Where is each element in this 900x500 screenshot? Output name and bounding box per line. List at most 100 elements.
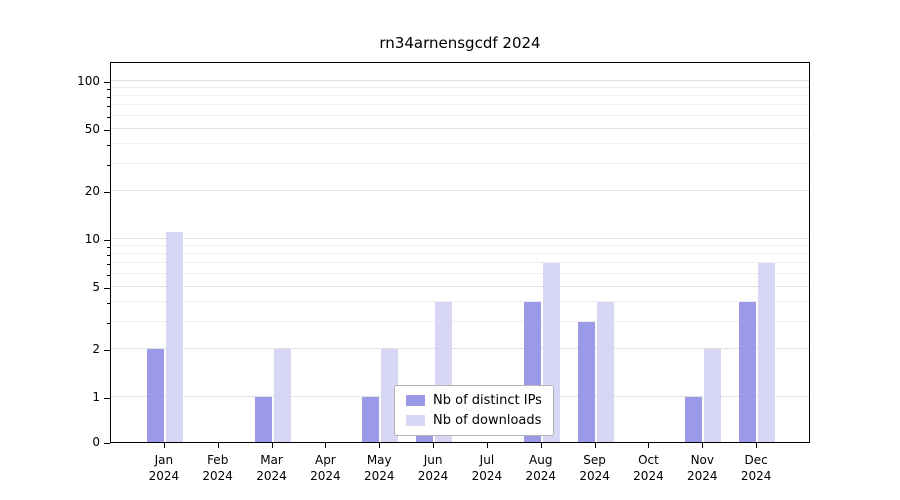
- gridline-2: [111, 348, 809, 350]
- gridline-minor-8: [111, 253, 809, 255]
- ytick-mark-20: [104, 192, 110, 194]
- gridline-50: [111, 127, 809, 129]
- xtick-year-Nov: 2024: [687, 469, 718, 483]
- ytick-mark-5: [104, 287, 110, 289]
- xtick-label-Apr: Apr 2024: [295, 452, 355, 484]
- xtick-month-Jul: Jul: [479, 453, 495, 467]
- ytick-mark-minor-60: [107, 117, 110, 119]
- chart-title: rn34arnensgcdf 2024: [379, 34, 541, 52]
- xtick-month-Nov: Nov: [690, 453, 714, 467]
- xtick-year-Aug: 2024: [525, 469, 557, 483]
- xtick-year-Dec: 2024: [740, 469, 772, 483]
- gridline-minor-60: [111, 115, 809, 117]
- gridline-100: [111, 80, 809, 81]
- gridline-10: [111, 238, 809, 239]
- ytick-label-2: 2: [92, 342, 100, 357]
- xtick-year-Apr: 2024: [310, 469, 341, 483]
- gridline-minor-3: [111, 320, 809, 322]
- gridline-minor-90: [111, 87, 809, 89]
- xtick-label-Jun: Jun 2024: [403, 452, 463, 484]
- legend-item-distinct-ips: Nb of distinct IPs: [406, 393, 542, 408]
- legend-swatch-distinct-ips: [406, 395, 425, 406]
- xtick-mark-May: [379, 443, 381, 448]
- xtick-month-Mar: Mar: [260, 453, 283, 467]
- gridline-minor-80: [111, 95, 809, 97]
- xtick-year-Jan: 2024: [148, 469, 180, 483]
- bar-downloads-Jan: [165, 232, 183, 442]
- ytick-mark-minor-7: [107, 264, 110, 266]
- ytick-mark-0: [104, 443, 110, 444]
- legend-label-downloads: Nb of downloads: [433, 413, 542, 428]
- ytick-mark-minor-9: [107, 247, 110, 249]
- ytick-mark-100: [104, 82, 110, 83]
- xtick-label-Feb: Feb 2024: [188, 452, 248, 484]
- bar-distinct-ips-Dec: [739, 301, 757, 442]
- xtick-label-Jul: Jul 2024: [457, 452, 517, 484]
- xtick-mark-Sep: [594, 443, 596, 448]
- xtick-month-Aug: Aug: [529, 453, 553, 467]
- gridline-20: [111, 190, 809, 192]
- xtick-year-Mar: 2024: [256, 469, 287, 483]
- bar-downloads-May: [381, 349, 399, 442]
- ytick-label-50: 50: [84, 121, 100, 136]
- xtick-year-Jul: 2024: [471, 469, 503, 483]
- xtick-month-Jan: Jan: [154, 453, 174, 467]
- plot-area: Nb of distinct IPs Nb of downloads: [110, 62, 810, 443]
- xtick-mark-Dec: [756, 443, 758, 448]
- legend-item-downloads: Nb of downloads: [406, 413, 542, 428]
- ytick-mark-minor-40: [107, 144, 110, 146]
- ytick-mark-minor-3: [107, 322, 110, 324]
- bar-distinct-ips-Sep: [577, 321, 595, 442]
- xtick-mark-Aug: [540, 443, 542, 448]
- xtick-mark-Jun: [433, 443, 435, 448]
- bar-downloads-Mar: [273, 349, 291, 442]
- ytick-label-10: 10: [84, 232, 100, 246]
- xtick-label-Jan: Jan 2024: [134, 452, 194, 484]
- ytick-label-20: 20: [84, 184, 100, 199]
- gridline-minor-7: [111, 262, 809, 264]
- bar-distinct-ips-Jan: [146, 349, 164, 442]
- xtick-mark-Feb: [217, 443, 219, 448]
- xtick-label-Sep: Sep 2024: [565, 452, 625, 484]
- xtick-mark-Apr: [325, 443, 327, 448]
- ytick-mark-1: [104, 398, 110, 399]
- xtick-label-May: May 2024: [349, 452, 409, 484]
- gridline-minor-30: [111, 162, 809, 164]
- xtick-year-Feb: 2024: [202, 469, 233, 483]
- xtick-label-Dec: Dec 2024: [726, 452, 786, 484]
- legend-label-distinct-ips: Nb of distinct IPs: [433, 393, 542, 408]
- xtick-month-Oct: Oct: [638, 453, 659, 467]
- xtick-year-Jun: 2024: [417, 469, 449, 483]
- ytick-mark-minor-80: [107, 97, 110, 99]
- xtick-mark-Nov: [702, 443, 704, 448]
- ytick-label-100: 100: [77, 74, 100, 88]
- xtick-month-Jun: Jun: [423, 453, 443, 467]
- gridline-5: [111, 285, 809, 287]
- xtick-label-Mar: Mar 2024: [242, 452, 302, 484]
- xtick-year-Oct: 2024: [633, 469, 664, 483]
- xtick-label-Aug: Aug 2024: [511, 452, 571, 484]
- ytick-mark-minor-70: [107, 106, 110, 108]
- xtick-month-Dec: Dec: [744, 453, 768, 467]
- xtick-year-May: 2024: [363, 469, 395, 483]
- ytick-mark-minor-6: [107, 275, 110, 277]
- bar-downloads-Sep: [596, 301, 614, 442]
- ytick-label-0: 0: [92, 435, 100, 449]
- bar-distinct-ips-Nov: [685, 397, 703, 442]
- ytick-label-5: 5: [92, 279, 100, 294]
- xtick-month-Apr: Apr: [314, 453, 336, 467]
- ytick-mark-10: [104, 240, 110, 241]
- ytick-mark-minor-90: [107, 89, 110, 91]
- ytick-mark-50: [104, 129, 110, 131]
- ytick-mark-minor-4: [107, 302, 110, 304]
- xtick-label-Nov: Nov 2024: [672, 452, 732, 484]
- bar-distinct-ips-Mar: [254, 397, 272, 442]
- xtick-mark-Oct: [648, 443, 650, 448]
- gridline-minor-9: [111, 245, 809, 247]
- legend: Nb of distinct IPs Nb of downloads: [394, 385, 554, 436]
- bar-distinct-ips-May: [362, 397, 380, 442]
- ytick-mark-minor-30: [107, 164, 110, 166]
- gridline-minor-4: [111, 300, 809, 302]
- gridline-minor-6: [111, 273, 809, 275]
